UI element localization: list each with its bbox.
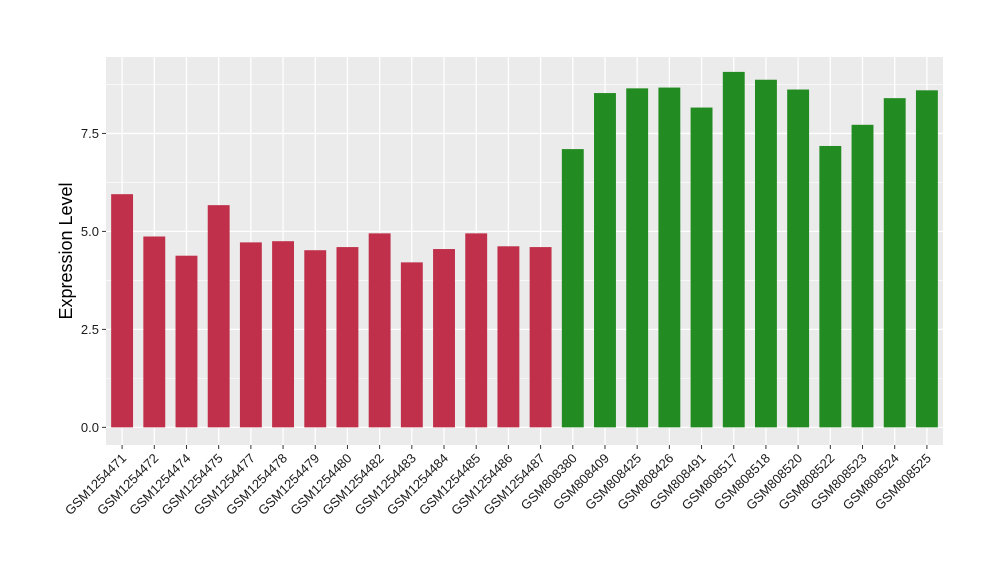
y-axis: 0.0 2.5 5.0 7.5 <box>81 126 106 435</box>
bar-GSM1254474 <box>175 255 198 428</box>
plot-panel <box>106 57 943 445</box>
bar-GSM808425 <box>626 88 649 428</box>
bars <box>111 71 938 428</box>
bar-GSM1254477 <box>239 242 262 428</box>
x-axis: GSM1254471GSM1254472GSM1254474GSM1254475… <box>62 445 934 518</box>
bar-GSM808524 <box>883 98 906 428</box>
bar-GSM1254485 <box>465 233 488 428</box>
bar-GSM1254482 <box>368 233 391 428</box>
bar-GSM1254475 <box>207 205 230 428</box>
bar-GSM808426 <box>658 87 681 428</box>
bar-GSM1254472 <box>143 236 166 428</box>
bar-GSM1254480 <box>336 247 359 428</box>
y-tick-label: 7.5 <box>81 126 99 141</box>
bar-GSM808520 <box>787 89 810 428</box>
y-tick-label: 0.0 <box>81 420 99 435</box>
bar-GSM1254483 <box>400 262 423 428</box>
y-tick-label: 5.0 <box>81 224 99 239</box>
bar-GSM808518 <box>754 79 777 428</box>
bar-GSM808523 <box>851 124 874 428</box>
bar-GSM808522 <box>819 145 842 428</box>
bar-GSM1254487 <box>529 247 552 428</box>
bar-GSM808525 <box>915 90 938 428</box>
bar-GSM1254484 <box>433 249 455 428</box>
bar-GSM1254471 <box>111 194 134 428</box>
y-axis-title: Expression Level <box>56 182 76 319</box>
bar-GSM1254486 <box>497 246 520 428</box>
bar-GSM1254479 <box>304 250 327 428</box>
bar-GSM808491 <box>690 107 713 428</box>
bar-GSM808380 <box>561 149 584 428</box>
bar-GSM808409 <box>594 93 616 428</box>
bar-GSM808517 <box>722 71 745 428</box>
bar-GSM1254478 <box>272 241 295 428</box>
y-tick-label: 2.5 <box>81 322 99 337</box>
